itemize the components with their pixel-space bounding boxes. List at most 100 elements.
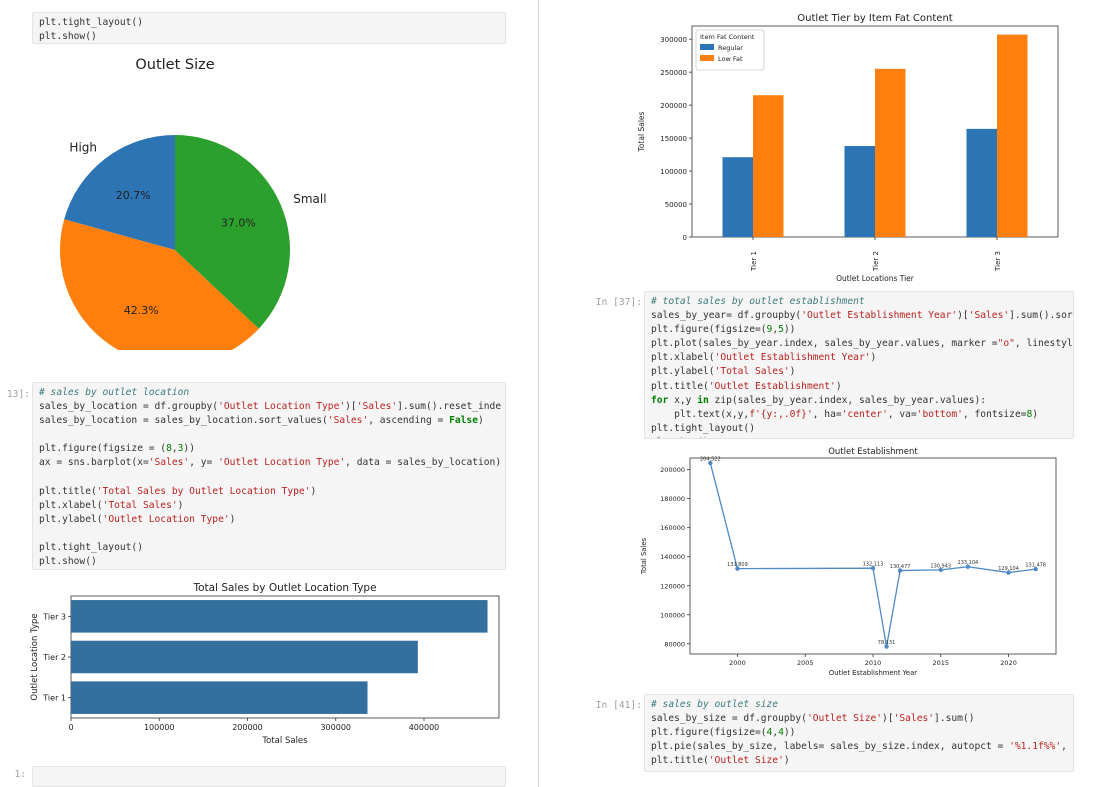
x-tick-label: Tier 2 — [872, 251, 880, 272]
code-line: plt.pie(sales_by_size, labels= sales_by_… — [651, 740, 1073, 754]
point-label: 131,478 — [1025, 563, 1046, 569]
code-line: # total sales by outlet establishment — [651, 295, 1067, 309]
code-token: 8 — [166, 443, 172, 455]
fat-x-label: Outlet Locations Tier — [836, 274, 915, 283]
outlet-size-pie-chart: Outlet Size20.7%High42.3%Medium37.0%Smal… — [60, 57, 327, 350]
code-token: 'Sales' — [356, 401, 398, 413]
code-token: , fontsize= — [962, 408, 1027, 420]
code-line: plt.show() — [651, 436, 1067, 438]
code-token: ].sum().sort_index — [1009, 310, 1073, 322]
fat-bar-regular — [966, 128, 997, 237]
code-line: plt.xlabel('Outlet Establishment Year') — [651, 351, 1067, 365]
code-cell-top[interactable]: plt.tight_layout() plt.show() — [32, 12, 506, 44]
code-line: plt.figure(figsize=(9,5)) — [651, 323, 1067, 337]
code-token: 'Sales' — [148, 457, 190, 469]
legend-swatch — [700, 55, 714, 61]
code-token: plt.ylabel( — [39, 513, 103, 525]
code-token: 'Sales' — [327, 415, 369, 427]
fat-content-bar-chart: Outlet Tier by Item Fat Content Tier 1 Tie… — [637, 13, 1059, 283]
code-token: , startan — [1061, 741, 1073, 753]
pie-pct-label: 42.3% — [124, 304, 159, 317]
y-tick-label: Tier 3 — [42, 612, 66, 621]
code-token: 'Outlet Location Type' — [102, 513, 230, 525]
point-label: 131,809 — [727, 562, 748, 568]
fat-bar-low-fat — [875, 68, 906, 237]
line-point — [870, 565, 876, 571]
cell-prompt-bottom: 1: — [14, 769, 26, 780]
code-token: , ha= — [812, 408, 842, 420]
code-line: sales_by_size = df.groupby('Outlet Size'… — [651, 712, 1067, 726]
code-line: plt.figure(figsize=(4,4)) — [651, 726, 1067, 740]
y-tick-label: 100000 — [660, 611, 685, 619]
code-token: ) — [870, 352, 877, 364]
code-token: )[ — [957, 310, 969, 322]
code-token: sales_by_size = df.groupby( — [651, 713, 807, 725]
y-tick-label: Tier 1 — [42, 694, 66, 703]
code-token: 'Total Sales by Outlet Location Type' — [96, 485, 311, 497]
location-x-label: Total Sales — [261, 736, 308, 746]
code-token: False — [449, 415, 478, 427]
code-token: # total sales by outlet establishment — [651, 296, 865, 307]
y-tick-label: 120000 — [660, 582, 685, 590]
code-token: , data = sales_by_location) — [345, 457, 502, 469]
x-tick-label: 0 — [68, 723, 73, 732]
line-point — [735, 566, 740, 571]
line-x-label: Outlet Establishment Year — [829, 669, 917, 677]
x-tick-label: Tier 3 — [994, 251, 1002, 272]
code-token: plt.tight_layout() — [651, 422, 755, 434]
code-token: plt.show() — [39, 556, 97, 568]
code-token: 'Outlet Establishment' — [708, 380, 836, 392]
y-tick-label: 200000 — [660, 466, 685, 474]
line-point — [965, 564, 971, 569]
code-token: 'Total Sales' — [102, 499, 178, 511]
point-label: 132,113 — [863, 562, 884, 568]
code-token: ].sum() — [934, 713, 975, 725]
code-token: 'bottom' — [916, 408, 963, 420]
code-token: ) — [229, 513, 236, 525]
code-token: ) — [1032, 408, 1039, 420]
column-divider — [538, 0, 539, 787]
code-line: sales_by_location = df.groupby('Outlet L… — [39, 400, 502, 414]
code-token: plt.title( — [651, 380, 709, 392]
code-token: 'Outlet Establishment Year' — [714, 352, 871, 364]
point-label: 129,104 — [998, 566, 1019, 572]
code-token: 'Sales' — [968, 310, 1010, 322]
y-tick-label: 0 — [683, 234, 687, 242]
code-token: ].sum().reset_inde — [397, 401, 502, 413]
code-token: plt.figure(figsize = ( — [39, 443, 167, 455]
code-line: plt.title('Outlet Size') — [651, 754, 1067, 768]
code-token: 'Outlet Location Type' — [218, 401, 346, 413]
code-token: ) — [478, 415, 484, 427]
code-line: plt.text(x,y,f'{y:,.0f}', ha='center', v… — [651, 408, 1067, 422]
code-cell-sales-by-year[interactable]: # total sales by outlet establishment sal… — [644, 291, 1074, 439]
code-token: 5 — [778, 324, 784, 336]
code-token: 'Outlet Size' — [708, 755, 784, 767]
code-cell-empty[interactable] — [32, 766, 506, 787]
code-token: ) — [835, 380, 842, 392]
code-token: plt.tight_layout() — [39, 542, 143, 554]
code-token: "o" — [997, 338, 1015, 350]
code-token: , — [772, 324, 779, 336]
code-token: 'Sales' — [893, 713, 935, 725]
fat-y-label: Total Sales — [637, 111, 646, 152]
code-cell-sales-by-location[interactable]: # sales by outlet location sales_by_locat… — [32, 382, 506, 570]
location-y-label: Outlet Location Type — [30, 613, 40, 700]
line-point — [1033, 566, 1038, 572]
location-bar-chart: Total Sales by Outlet Location Type Tier … — [30, 582, 500, 746]
left-notebook-column: plt.tight_layout() plt.show() Outlet Size… — [0, 0, 538, 787]
fat-bar-low-fat — [997, 34, 1028, 238]
code-token: for — [651, 394, 669, 406]
cell-prompt-location: 13]: — [6, 389, 30, 400]
code-token: ax = sns.barplot(x= — [39, 457, 149, 469]
code-token: )) — [183, 443, 195, 455]
code-line: for x,y in zip(sales_by_year.index, sale… — [651, 394, 1067, 408]
location-chart-title: Total Sales by Outlet Location Type — [192, 582, 376, 594]
code-token: , va= — [887, 408, 917, 420]
code-cell-sales-by-size[interactable]: # sales by outlet size sales_by_size = df… — [644, 694, 1074, 772]
point-label: 204,522 — [700, 457, 721, 463]
code-token: 'Total Sales' — [714, 366, 790, 378]
location-bar — [71, 681, 368, 714]
y-tick-label: 50000 — [665, 201, 687, 209]
code-token: , — [171, 443, 178, 455]
code-token: 3 — [177, 443, 184, 455]
